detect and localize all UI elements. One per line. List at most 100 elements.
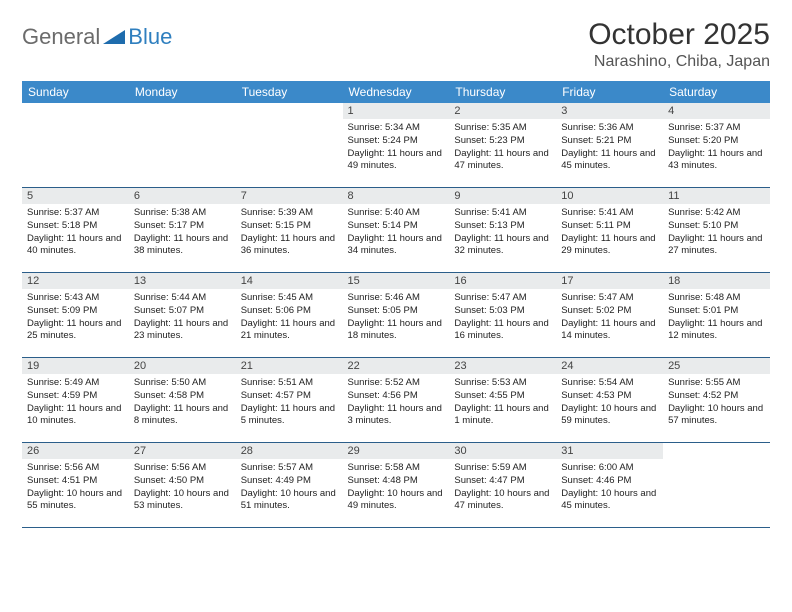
calendar-head: SundayMondayTuesdayWednesdayThursdayFrid…: [22, 81, 770, 103]
daylight-text: Daylight: 11 hours and 45 minutes.: [561, 148, 658, 174]
daylight-text: Daylight: 11 hours and 47 minutes.: [454, 148, 551, 174]
day-info: Sunrise: 5:47 AMSunset: 5:03 PMDaylight:…: [449, 289, 556, 343]
sunrise-text: Sunrise: 5:46 AM: [348, 292, 445, 305]
sunset-text: Sunset: 4:53 PM: [561, 390, 658, 403]
day-number: 29: [343, 443, 450, 459]
day-number: 9: [449, 188, 556, 204]
sunset-text: Sunset: 4:50 PM: [134, 475, 231, 488]
day-info: Sunrise: 5:37 AMSunset: 5:20 PMDaylight:…: [663, 119, 770, 173]
daylight-text: Daylight: 10 hours and 55 minutes.: [27, 488, 124, 514]
sunset-text: Sunset: 5:20 PM: [668, 135, 765, 148]
calendar-page: General Blue October 2025 Narashino, Chi…: [0, 0, 792, 528]
calendar-day-cell: 9Sunrise: 5:41 AMSunset: 5:13 PMDaylight…: [449, 188, 556, 273]
sunrise-text: Sunrise: 5:50 AM: [134, 377, 231, 390]
day-number: 31: [556, 443, 663, 459]
calendar-day-cell: 30Sunrise: 5:59 AMSunset: 4:47 PMDayligh…: [449, 443, 556, 528]
weekday-header: Thursday: [449, 81, 556, 103]
sunrise-text: Sunrise: 5:45 AM: [241, 292, 338, 305]
calendar-day-cell: 12Sunrise: 5:43 AMSunset: 5:09 PMDayligh…: [22, 273, 129, 358]
calendar-day-cell: 5Sunrise: 5:37 AMSunset: 5:18 PMDaylight…: [22, 188, 129, 273]
weekday-row: SundayMondayTuesdayWednesdayThursdayFrid…: [22, 81, 770, 103]
brand-word-1: General: [22, 24, 100, 50]
brand-word-2: Blue: [128, 24, 172, 50]
sunrise-text: Sunrise: 5:44 AM: [134, 292, 231, 305]
sunset-text: Sunset: 5:05 PM: [348, 305, 445, 318]
brand-logo: General Blue: [22, 18, 172, 50]
sunrise-text: Sunrise: 5:42 AM: [668, 207, 765, 220]
sunrise-text: Sunrise: 5:52 AM: [348, 377, 445, 390]
sunset-text: Sunset: 4:56 PM: [348, 390, 445, 403]
sunrise-text: Sunrise: 5:37 AM: [27, 207, 124, 220]
calendar-week-row: 19Sunrise: 5:49 AMSunset: 4:59 PMDayligh…: [22, 358, 770, 443]
day-info: Sunrise: 5:56 AMSunset: 4:51 PMDaylight:…: [22, 459, 129, 513]
day-info: Sunrise: 5:41 AMSunset: 5:11 PMDaylight:…: [556, 204, 663, 258]
sunset-text: Sunset: 5:07 PM: [134, 305, 231, 318]
sunrise-text: Sunrise: 5:48 AM: [668, 292, 765, 305]
calendar-day-cell: 26Sunrise: 5:56 AMSunset: 4:51 PMDayligh…: [22, 443, 129, 528]
daylight-text: Daylight: 11 hours and 32 minutes.: [454, 233, 551, 259]
daylight-text: Daylight: 11 hours and 23 minutes.: [134, 318, 231, 344]
calendar-day-cell: 13Sunrise: 5:44 AMSunset: 5:07 PMDayligh…: [129, 273, 236, 358]
sunrise-text: Sunrise: 5:41 AM: [561, 207, 658, 220]
daylight-text: Daylight: 10 hours and 47 minutes.: [454, 488, 551, 514]
calendar-week-row: 12Sunrise: 5:43 AMSunset: 5:09 PMDayligh…: [22, 273, 770, 358]
daylight-text: Daylight: 10 hours and 49 minutes.: [348, 488, 445, 514]
sunset-text: Sunset: 4:57 PM: [241, 390, 338, 403]
sunrise-text: Sunrise: 5:35 AM: [454, 122, 551, 135]
sunset-text: Sunset: 5:06 PM: [241, 305, 338, 318]
calendar-day-cell: 23Sunrise: 5:53 AMSunset: 4:55 PMDayligh…: [449, 358, 556, 443]
daylight-text: Daylight: 11 hours and 21 minutes.: [241, 318, 338, 344]
sunrise-text: Sunrise: 5:56 AM: [27, 462, 124, 475]
daylight-text: Daylight: 11 hours and 5 minutes.: [241, 403, 338, 429]
calendar-day-cell: 31Sunrise: 6:00 AMSunset: 4:46 PMDayligh…: [556, 443, 663, 528]
weekday-header: Saturday: [663, 81, 770, 103]
sunset-text: Sunset: 4:47 PM: [454, 475, 551, 488]
day-number: 12: [22, 273, 129, 289]
day-number: 19: [22, 358, 129, 374]
calendar-day-cell: .: [236, 103, 343, 188]
calendar-day-cell: 17Sunrise: 5:47 AMSunset: 5:02 PMDayligh…: [556, 273, 663, 358]
day-info: Sunrise: 5:58 AMSunset: 4:48 PMDaylight:…: [343, 459, 450, 513]
sunrise-text: Sunrise: 5:39 AM: [241, 207, 338, 220]
weekday-header: Tuesday: [236, 81, 343, 103]
daylight-text: Daylight: 11 hours and 40 minutes.: [27, 233, 124, 259]
day-number: 18: [663, 273, 770, 289]
daylight-text: Daylight: 11 hours and 43 minutes.: [668, 148, 765, 174]
day-info: Sunrise: 5:59 AMSunset: 4:47 PMDaylight:…: [449, 459, 556, 513]
sunset-text: Sunset: 5:14 PM: [348, 220, 445, 233]
day-info: Sunrise: 5:44 AMSunset: 5:07 PMDaylight:…: [129, 289, 236, 343]
day-info: Sunrise: 5:35 AMSunset: 5:23 PMDaylight:…: [449, 119, 556, 173]
daylight-text: Daylight: 11 hours and 25 minutes.: [27, 318, 124, 344]
month-title: October 2025: [588, 18, 770, 51]
weekday-header: Monday: [129, 81, 236, 103]
day-number: 23: [449, 358, 556, 374]
sunset-text: Sunset: 4:59 PM: [27, 390, 124, 403]
day-info: Sunrise: 5:37 AMSunset: 5:18 PMDaylight:…: [22, 204, 129, 258]
day-number: 7: [236, 188, 343, 204]
calendar-week-row: 26Sunrise: 5:56 AMSunset: 4:51 PMDayligh…: [22, 443, 770, 528]
daylight-text: Daylight: 10 hours and 53 minutes.: [134, 488, 231, 514]
sunrise-text: Sunrise: 5:40 AM: [348, 207, 445, 220]
calendar-day-cell: 19Sunrise: 5:49 AMSunset: 4:59 PMDayligh…: [22, 358, 129, 443]
day-info: Sunrise: 5:42 AMSunset: 5:10 PMDaylight:…: [663, 204, 770, 258]
day-info: Sunrise: 5:47 AMSunset: 5:02 PMDaylight:…: [556, 289, 663, 343]
sunrise-text: Sunrise: 5:34 AM: [348, 122, 445, 135]
calendar-day-cell: 6Sunrise: 5:38 AMSunset: 5:17 PMDaylight…: [129, 188, 236, 273]
calendar-day-cell: 4Sunrise: 5:37 AMSunset: 5:20 PMDaylight…: [663, 103, 770, 188]
daylight-text: Daylight: 11 hours and 36 minutes.: [241, 233, 338, 259]
day-number: 17: [556, 273, 663, 289]
daylight-text: Daylight: 10 hours and 57 minutes.: [668, 403, 765, 429]
day-info: Sunrise: 5:50 AMSunset: 4:58 PMDaylight:…: [129, 374, 236, 428]
daylight-text: Daylight: 10 hours and 45 minutes.: [561, 488, 658, 514]
day-number: 25: [663, 358, 770, 374]
sunset-text: Sunset: 5:18 PM: [27, 220, 124, 233]
sunrise-text: Sunrise: 5:43 AM: [27, 292, 124, 305]
sunset-text: Sunset: 5:11 PM: [561, 220, 658, 233]
sunset-text: Sunset: 4:48 PM: [348, 475, 445, 488]
day-info: Sunrise: 6:00 AMSunset: 4:46 PMDaylight:…: [556, 459, 663, 513]
calendar-day-cell: 11Sunrise: 5:42 AMSunset: 5:10 PMDayligh…: [663, 188, 770, 273]
daylight-text: Daylight: 11 hours and 49 minutes.: [348, 148, 445, 174]
daylight-text: Daylight: 11 hours and 27 minutes.: [668, 233, 765, 259]
day-number: 4: [663, 103, 770, 119]
sunset-text: Sunset: 4:49 PM: [241, 475, 338, 488]
